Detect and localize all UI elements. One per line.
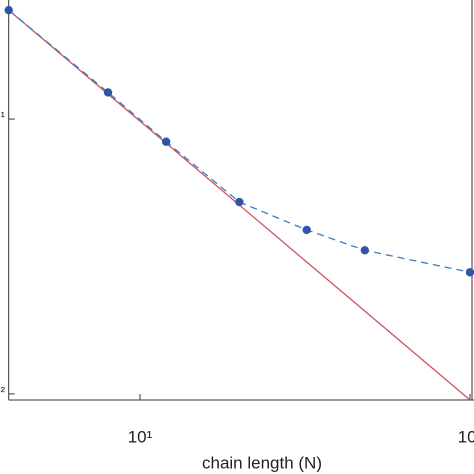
data-point: [465, 268, 474, 277]
data-point: [235, 197, 244, 207]
data-point: [4, 5, 13, 15]
series-line: [8, 9, 471, 273]
data-point: [103, 88, 113, 97]
data-point: [360, 246, 370, 255]
x-tick-label: 10¹: [128, 427, 153, 446]
y-tick-label: 10⁻²: [0, 383, 6, 398]
x-tick-label: 10²: [458, 427, 474, 446]
data-point: [302, 225, 311, 235]
y-tick-label: 10⁻¹: [0, 108, 6, 123]
x-axis-label: chain length (N): [202, 453, 322, 472]
data-point: [161, 137, 171, 146]
